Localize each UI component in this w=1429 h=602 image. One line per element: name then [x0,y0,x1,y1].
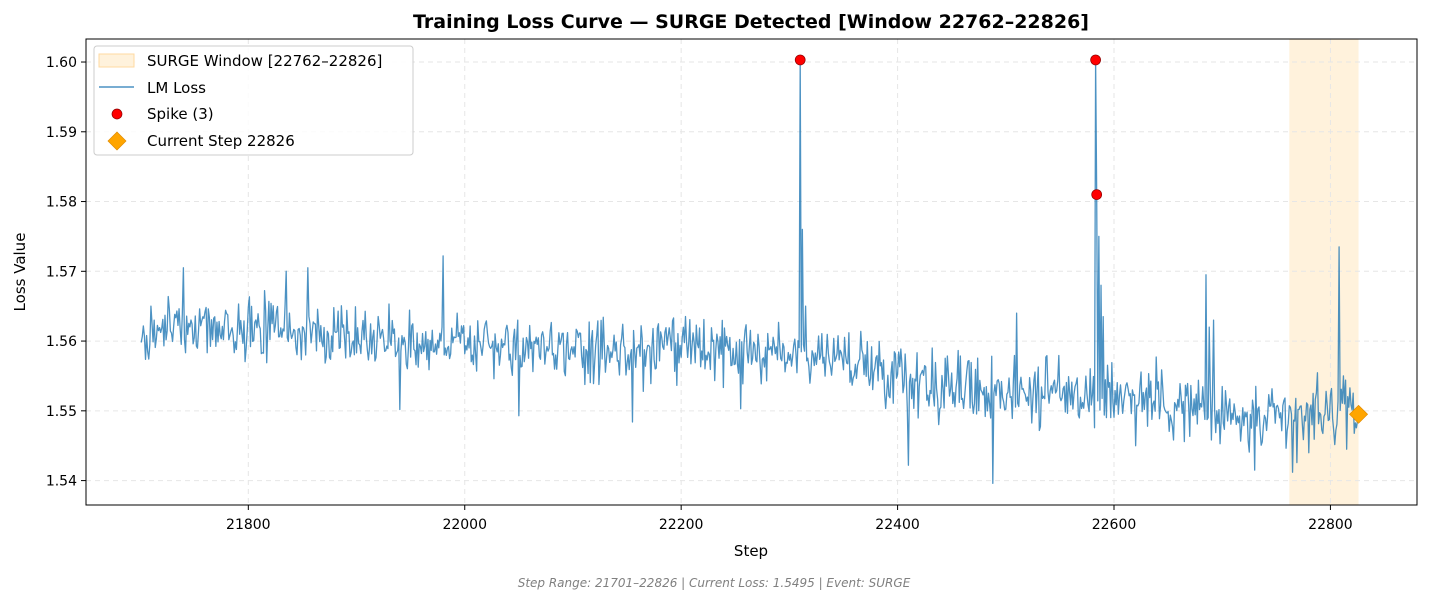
legend-label-spike: Spike (3) [147,105,214,123]
y-tick-label: 1.54 [46,474,77,490]
legend: SURGE Window [22762–22826] LM Loss Spike… [93,45,414,156]
spike-marker [794,54,806,66]
legend-current-swatch [107,131,127,151]
legend-label-lm-loss: LM Loss [147,79,206,97]
x-tick-label: 22800 [1308,517,1353,533]
spike-marker [1091,189,1103,200]
legend-label-current-step: Current Step 22826 [147,132,295,150]
legend-label-surge-window: SURGE Window [22762–22826] [147,52,382,70]
chart-title: Training Loss Curve — SURGE Detected [Wi… [413,11,1089,33]
y-tick-label: 1.59 [46,125,77,141]
y-tick-label: 1.60 [46,55,77,71]
spike-marker [1090,54,1101,66]
loss-line-layer [140,59,1360,485]
legend-box [93,45,414,156]
y-axis-label: Loss Value [11,233,29,312]
x-tick-label: 22200 [659,517,704,533]
y-tick-label: 1.57 [46,264,77,280]
surge-window-layer [1289,39,1359,505]
x-axis-ticks: 21800 22000 22200 22400 22600 22800 [226,505,1353,533]
x-tick-label: 22400 [875,517,920,533]
y-tick-label: 1.56 [46,334,77,350]
lm-loss-line [140,59,1360,485]
marker-layer [794,54,1369,424]
legend-spike-swatch [111,108,123,120]
current-step-marker [1349,404,1369,424]
plot-frame [85,38,1418,506]
legend-window-swatch [98,53,135,68]
x-tick-label: 22000 [442,517,487,533]
y-axis-ticks: 1.54 1.55 1.56 1.57 1.58 1.59 1.60 [46,55,86,490]
footer-caption: Step Range: 21701–22826 | Current Loss: … [518,576,911,590]
x-tick-label: 22600 [1092,517,1137,533]
y-tick-label: 1.55 [46,404,77,420]
surge-window-band [1289,39,1359,505]
x-axis-label: Step [734,542,768,560]
y-tick-label: 1.58 [46,195,77,211]
x-tick-label: 21800 [226,517,271,533]
